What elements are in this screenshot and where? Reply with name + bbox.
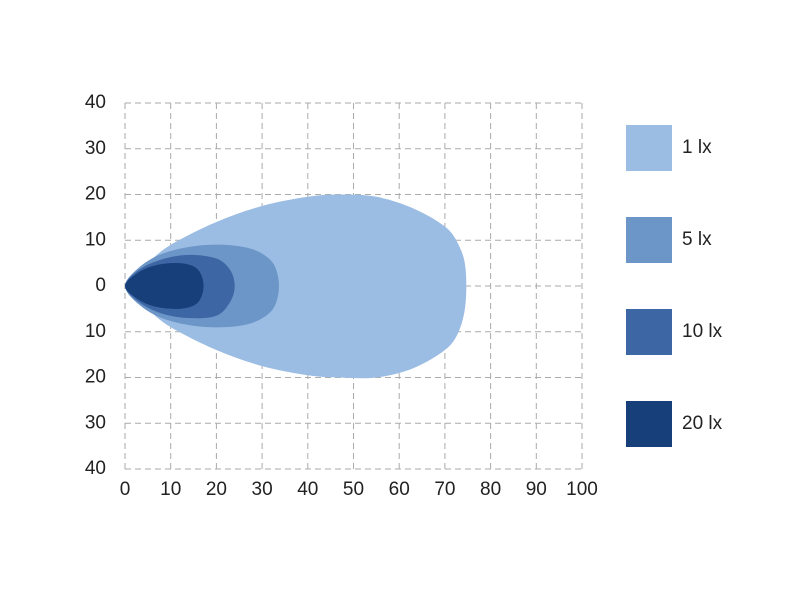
x-tick-label: 60 xyxy=(389,479,410,500)
y-tick-label: 30 xyxy=(85,138,106,159)
y-tick-label: 20 xyxy=(85,367,106,388)
x-tick-label: 70 xyxy=(434,479,455,500)
legend-label: 5 lx xyxy=(682,229,712,250)
x-tick-label: 90 xyxy=(526,479,547,500)
legend-label: 20 lx xyxy=(682,413,723,434)
x-tick-label: 50 xyxy=(343,479,364,500)
legend-label: 1 lx xyxy=(682,137,712,158)
x-tick-label: 100 xyxy=(566,479,598,500)
y-tick-label: 20 xyxy=(85,184,106,205)
x-tick-label: 20 xyxy=(206,479,227,500)
y-tick-label: 40 xyxy=(85,92,106,113)
legend-swatch xyxy=(626,309,672,355)
x-tick-label: 40 xyxy=(297,479,318,500)
y-tick-label: 0 xyxy=(95,275,106,296)
x-tick-label: 0 xyxy=(120,479,131,500)
y-tick-label: 40 xyxy=(85,458,106,479)
legend-swatch xyxy=(626,125,672,171)
x-tick-label: 30 xyxy=(252,479,273,500)
legend-swatch xyxy=(626,217,672,263)
isolux-contour xyxy=(125,194,467,379)
legend-label: 10 lx xyxy=(682,321,723,342)
legend-swatch xyxy=(626,401,672,447)
y-tick-label: 30 xyxy=(85,412,106,433)
x-tick-label: 10 xyxy=(160,479,181,500)
y-tick-label: 10 xyxy=(85,229,106,250)
x-tick-label: 80 xyxy=(480,479,501,500)
isolux-contour xyxy=(125,262,204,310)
y-tick-label: 10 xyxy=(85,321,106,342)
